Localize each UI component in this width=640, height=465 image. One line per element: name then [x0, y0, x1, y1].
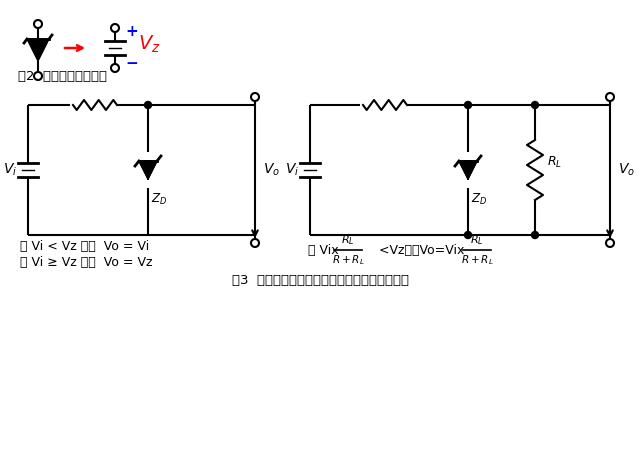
Circle shape — [34, 20, 42, 28]
Text: $R + R_L$: $R + R_L$ — [461, 253, 493, 267]
Circle shape — [111, 64, 119, 72]
Circle shape — [465, 101, 472, 108]
Circle shape — [606, 93, 614, 101]
Polygon shape — [459, 161, 477, 179]
Circle shape — [531, 232, 538, 239]
Text: 图3  理想模式导通状态常见的两种稳压电路接法: 图3 理想模式导通状态常见的两种稳压电路接法 — [232, 273, 408, 286]
Circle shape — [34, 72, 42, 80]
Circle shape — [111, 24, 119, 32]
Text: +: + — [125, 25, 138, 40]
Text: $R_L$: $R_L$ — [341, 233, 355, 247]
Text: $V_z$: $V_z$ — [138, 33, 161, 55]
Polygon shape — [27, 39, 49, 61]
Text: $V_i$: $V_i$ — [3, 162, 17, 178]
Text: 當 Vix: 當 Vix — [308, 244, 339, 257]
Text: $R + R_L$: $R + R_L$ — [332, 253, 364, 267]
Circle shape — [606, 239, 614, 247]
Circle shape — [251, 93, 259, 101]
Text: 图2  等效电路理想模式: 图2 等效电路理想模式 — [18, 71, 107, 84]
Circle shape — [531, 101, 538, 108]
Circle shape — [465, 232, 472, 239]
Text: $Z_D$: $Z_D$ — [151, 192, 167, 207]
Circle shape — [145, 101, 152, 108]
Text: $R_L$: $R_L$ — [470, 233, 484, 247]
Text: 當 Vi < Vz 時，  Vo = Vi: 當 Vi < Vz 時， Vo = Vi — [20, 240, 149, 253]
Text: $V_o$: $V_o$ — [618, 162, 635, 178]
Circle shape — [251, 239, 259, 247]
Text: $R_L$: $R_L$ — [547, 154, 562, 170]
Text: −: − — [125, 57, 138, 72]
Text: $V_o$: $V_o$ — [263, 162, 280, 178]
Text: $Z_D$: $Z_D$ — [471, 192, 487, 207]
Polygon shape — [139, 161, 157, 179]
Text: $V_i$: $V_i$ — [285, 162, 299, 178]
Text: 當 Vi ≥ Vz 時，  Vo = Vz: 當 Vi ≥ Vz 時， Vo = Vz — [20, 257, 152, 270]
Text: <Vz時，Vo=Vix: <Vz時，Vo=Vix — [375, 244, 465, 257]
